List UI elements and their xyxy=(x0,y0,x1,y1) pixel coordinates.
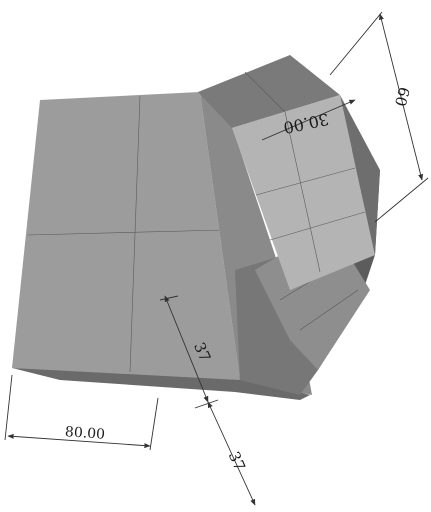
width-dimension-line xyxy=(7,433,151,449)
width-dimension-label: 80.00 xyxy=(64,424,105,443)
light-tilted-panel xyxy=(232,95,375,290)
depth-dimension-label-2: 37 xyxy=(225,449,249,474)
depth-extension-line xyxy=(159,295,179,301)
mesh-line xyxy=(129,95,141,373)
height-dimension-label: 60 xyxy=(391,85,413,108)
depth-extension-line xyxy=(194,399,219,409)
height-extension-line xyxy=(374,177,429,223)
mesh-line xyxy=(269,211,366,241)
depth-dimension-line-2 xyxy=(207,401,256,506)
mesh-line xyxy=(284,111,321,273)
main-front-face xyxy=(12,92,240,380)
raised-box-top-face xyxy=(198,55,340,128)
height-dimension-line xyxy=(378,13,424,181)
mesh-line xyxy=(255,167,356,196)
angle-dimension-line xyxy=(261,99,356,141)
height-extension-line xyxy=(329,11,383,76)
width-extension-line xyxy=(149,397,159,451)
depth-dimension-line-1 xyxy=(164,295,209,403)
mesh-line xyxy=(299,289,359,331)
raised-box-right-face xyxy=(340,95,380,255)
width-extension-line xyxy=(4,374,13,441)
mesh-line xyxy=(244,71,286,113)
mesh-line xyxy=(27,229,226,236)
